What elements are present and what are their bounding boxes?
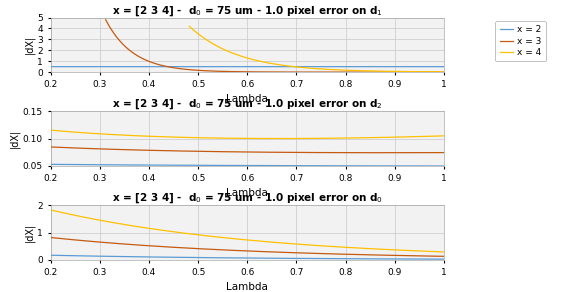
Title: x = [2 3 4] -  d$_0$ = 75 um - 1.0 pixel error on d$_2$: x = [2 3 4] - d$_0$ = 75 um - 1.0 pixel … bbox=[112, 98, 383, 112]
Y-axis label: |dX|: |dX| bbox=[24, 35, 34, 54]
X-axis label: Lambda: Lambda bbox=[226, 188, 268, 198]
Title: x = [2 3 4] -  d$_0$ = 75 um - 1.0 pixel error on d$_0$: x = [2 3 4] - d$_0$ = 75 um - 1.0 pixel … bbox=[112, 192, 383, 205]
Y-axis label: |dX|: |dX| bbox=[24, 223, 34, 242]
X-axis label: Lambda: Lambda bbox=[226, 94, 268, 104]
Legend: x = 2, x = 3, x = 4: x = 2, x = 3, x = 4 bbox=[495, 21, 546, 62]
Y-axis label: |dX|: |dX| bbox=[10, 129, 20, 148]
Title: x = [2 3 4] -  d$_0$ = 75 um - 1.0 pixel error on d$_1$: x = [2 3 4] - d$_0$ = 75 um - 1.0 pixel … bbox=[112, 4, 383, 18]
X-axis label: Lambda: Lambda bbox=[226, 282, 268, 292]
